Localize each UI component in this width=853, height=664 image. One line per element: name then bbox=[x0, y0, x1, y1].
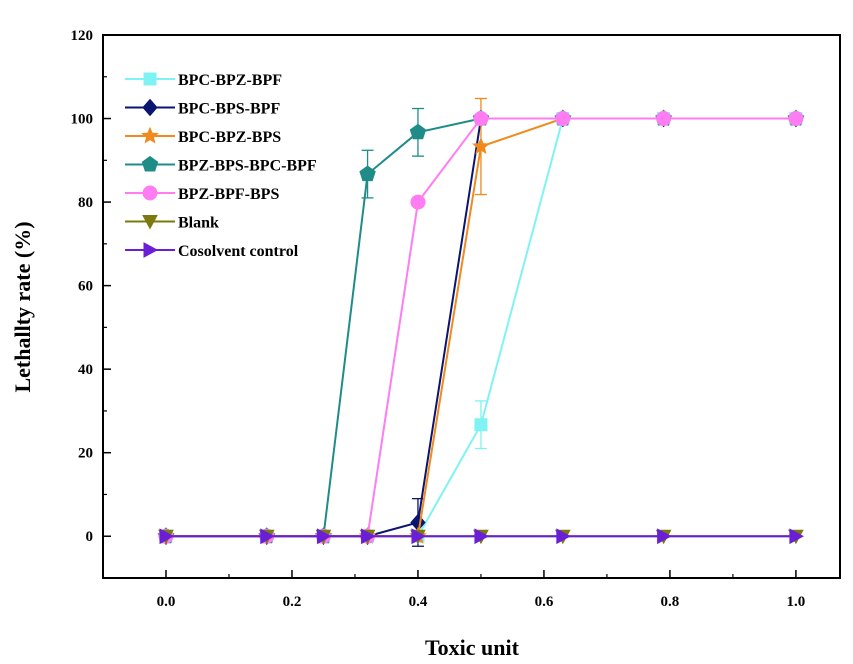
legend-item: BPZ-BPF-BPS bbox=[125, 185, 279, 203]
x-tick-label: 0.4 bbox=[409, 594, 428, 610]
y-axis-title: Lethallty rate (%) bbox=[10, 221, 35, 392]
data-point bbox=[788, 111, 804, 127]
data-point bbox=[556, 528, 571, 545]
data-point bbox=[474, 418, 488, 432]
x-tick-label: 0.8 bbox=[661, 594, 680, 610]
x-tick-label: 0.0 bbox=[157, 594, 176, 610]
legend-marker bbox=[142, 215, 158, 230]
legend-marker bbox=[143, 72, 157, 86]
legend-marker bbox=[141, 155, 159, 172]
x-tick-label: 0.6 bbox=[535, 594, 554, 610]
data-point bbox=[789, 528, 804, 545]
data-point bbox=[474, 528, 490, 545]
y-tick-label: 60 bbox=[78, 279, 93, 295]
legend-label: BPC-BPZ-BPF bbox=[178, 72, 282, 89]
plot-frame bbox=[102, 34, 841, 579]
x-tick-label: 0.2 bbox=[283, 594, 302, 610]
axis-ticks: 0.0 0.2 0.4 0.6 0.8 1.0 0 20 40 60 80 100 120 bbox=[71, 28, 806, 610]
data-point bbox=[316, 528, 332, 545]
y-tick-label: 100 bbox=[71, 112, 94, 128]
series-7 bbox=[159, 528, 804, 545]
data-point bbox=[410, 194, 426, 210]
legend-item: BPC-BPZ-BPF bbox=[125, 72, 282, 89]
legend-label: BPC-BPZ-BPS bbox=[178, 129, 281, 146]
data-point bbox=[555, 111, 571, 127]
data-point bbox=[657, 528, 672, 545]
data-point bbox=[472, 137, 490, 155]
y-tick-label: 40 bbox=[78, 362, 93, 378]
data-point bbox=[473, 111, 489, 127]
series-layer bbox=[157, 97, 805, 547]
legend-marker bbox=[142, 185, 158, 201]
legend-label: BPZ-BPS-BPC-BPF bbox=[178, 158, 317, 175]
legend-item: BPC-BPZ-BPS bbox=[125, 126, 281, 146]
legend-item: BPZ-BPS-BPC-BPF bbox=[125, 155, 317, 175]
legend-label: Blank bbox=[178, 215, 219, 232]
x-tick-label: 1.0 bbox=[787, 594, 806, 610]
legend-marker bbox=[141, 126, 159, 144]
data-point bbox=[656, 111, 672, 127]
legend-label: BPZ-BPF-BPS bbox=[178, 186, 279, 203]
legend-marker bbox=[143, 242, 159, 258]
data-point bbox=[409, 123, 427, 140]
data-point bbox=[359, 165, 376, 182]
y-tick-label: 120 bbox=[71, 28, 94, 44]
data-point bbox=[260, 528, 275, 545]
x-axis-title: Toxic unit bbox=[425, 635, 520, 660]
legend-item: Cosolvent control bbox=[125, 242, 299, 260]
legend-label: Cosolvent control bbox=[178, 243, 299, 260]
data-point bbox=[159, 528, 175, 545]
legend-item: Blank bbox=[125, 215, 219, 232]
data-point bbox=[411, 528, 427, 545]
legend-item: BPC-BPS-BPF bbox=[125, 98, 280, 118]
y-tick-label: 80 bbox=[78, 195, 93, 211]
y-tick-label: 20 bbox=[78, 446, 93, 462]
y-tick-label: 0 bbox=[86, 529, 94, 545]
data-point bbox=[361, 528, 376, 545]
legend-label: BPC-BPS-BPF bbox=[178, 101, 280, 118]
legend: BPC-BPZ-BPF BPC-BPS-BPF BPC-BPZ-BPS BPZ-BPS… bbox=[125, 72, 317, 260]
legend-marker bbox=[142, 98, 158, 117]
